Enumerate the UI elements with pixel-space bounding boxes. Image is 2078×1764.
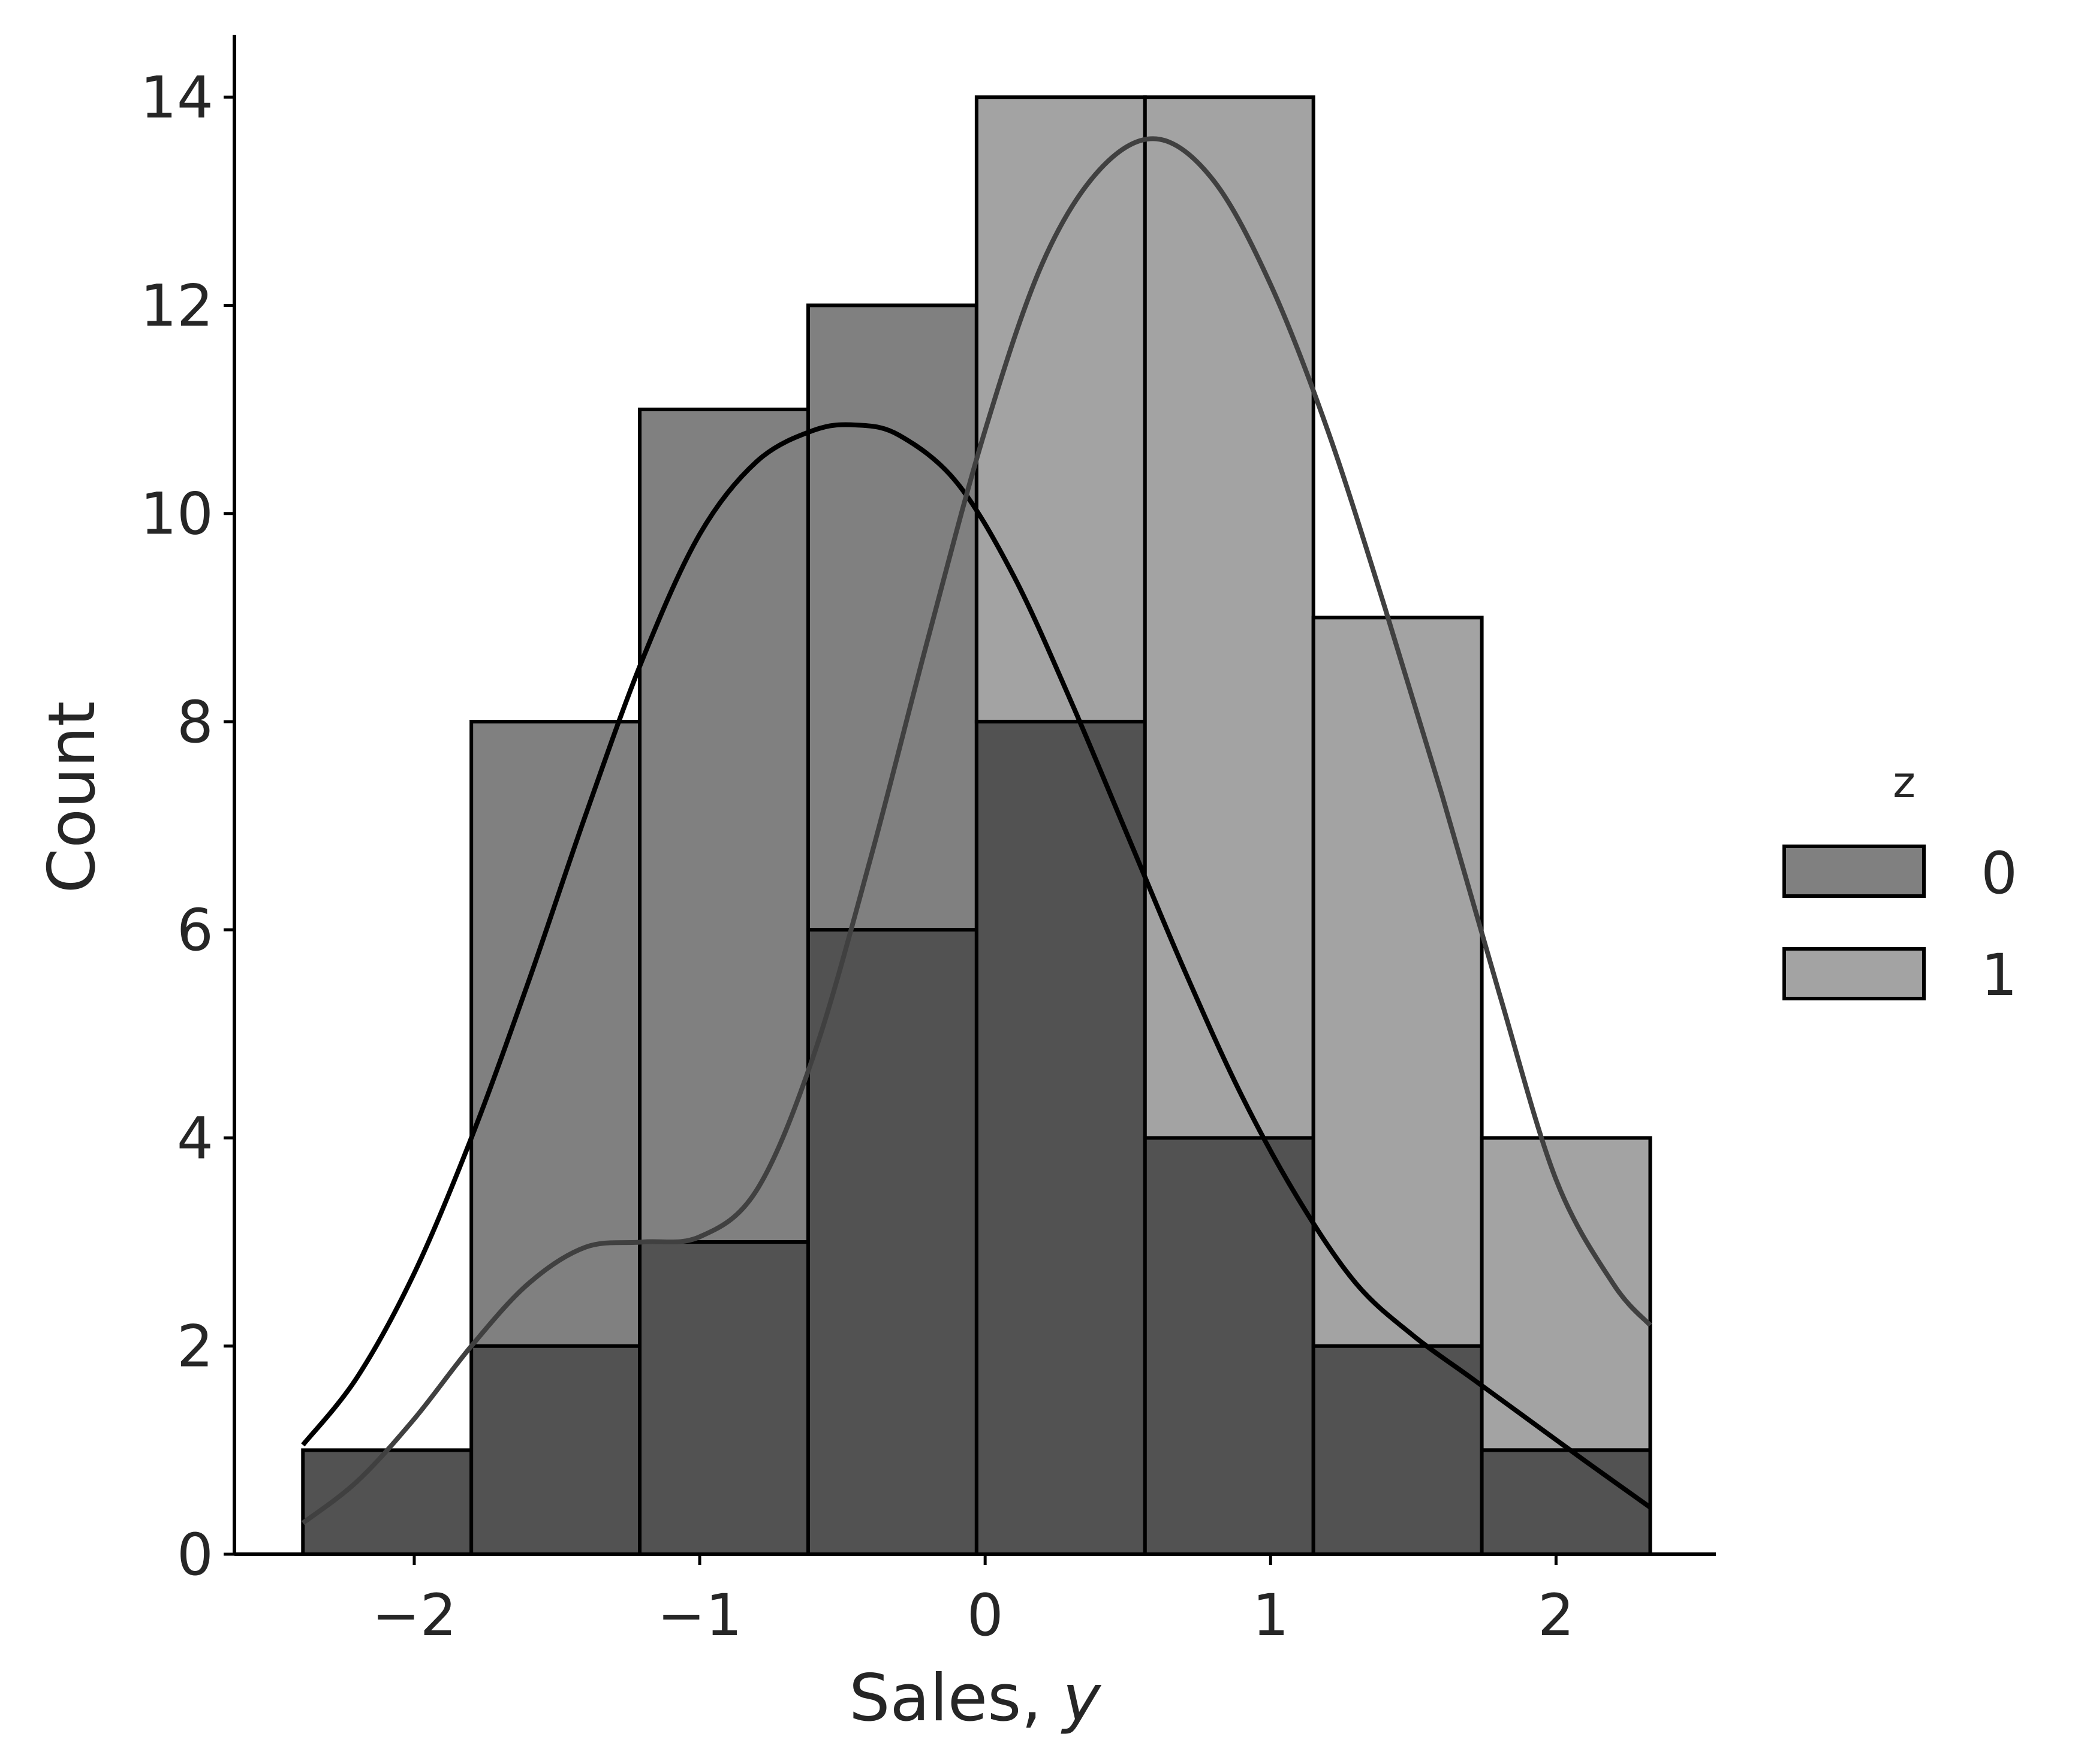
bar-bottom-1	[469, 1344, 642, 1557]
kde-curve-0	[301, 422, 1652, 1510]
kde-curve-1	[301, 136, 1652, 1525]
bar-top-6	[1311, 616, 1484, 1348]
y-tick-label: 14	[140, 64, 213, 131]
legend-label-1: 1	[1981, 942, 2017, 1009]
bar-bottom-5	[1143, 1136, 1315, 1557]
bar-bottom-3	[806, 928, 978, 1556]
bar-top-1	[469, 719, 642, 1348]
kde-layer	[301, 136, 1652, 1525]
bars-layer	[301, 95, 1652, 1557]
bar-top-4	[974, 95, 1147, 723]
y-tick-label: 6	[177, 897, 213, 964]
x-tick-label: 1	[1252, 1582, 1289, 1649]
legend-title: z	[1893, 757, 1916, 807]
y-axis-label: Count	[35, 701, 110, 894]
y-tick-label: 10	[140, 481, 213, 548]
y-tick-label: 2	[177, 1313, 213, 1380]
bar-bottom-7	[1480, 1448, 1652, 1557]
y-tick-label: 12	[140, 272, 213, 339]
axes-layer	[233, 35, 1716, 1556]
legend-swatch-0	[1782, 845, 1926, 898]
bar-top-2	[638, 408, 810, 1244]
y-ticks: 0 2 4 6 8 10 12 14	[140, 64, 234, 1588]
x-ticks: −2 −1 0 1 2	[372, 1554, 1574, 1649]
legend-label-0: 0	[1981, 840, 2017, 907]
x-tick-label: −1	[657, 1582, 742, 1649]
legend-swatch-1	[1782, 947, 1926, 1000]
bar-top-3	[806, 303, 978, 932]
bar-bottom-4	[974, 719, 1147, 1556]
x-axis-label: Sales, y	[849, 1661, 1102, 1736]
x-tick-label: −2	[372, 1582, 457, 1649]
legend: z 0 1	[1782, 757, 2017, 1009]
bar-top-5	[1143, 95, 1315, 1140]
bar-bottom-6	[1311, 1344, 1484, 1557]
x-tick-label: 2	[1538, 1582, 1574, 1649]
y-tick-label: 8	[177, 689, 213, 756]
x-tick-label: 0	[967, 1582, 1004, 1649]
y-tick-label: 0	[177, 1521, 213, 1588]
y-tick-label: 4	[177, 1105, 213, 1172]
bar-bottom-2	[638, 1240, 810, 1556]
